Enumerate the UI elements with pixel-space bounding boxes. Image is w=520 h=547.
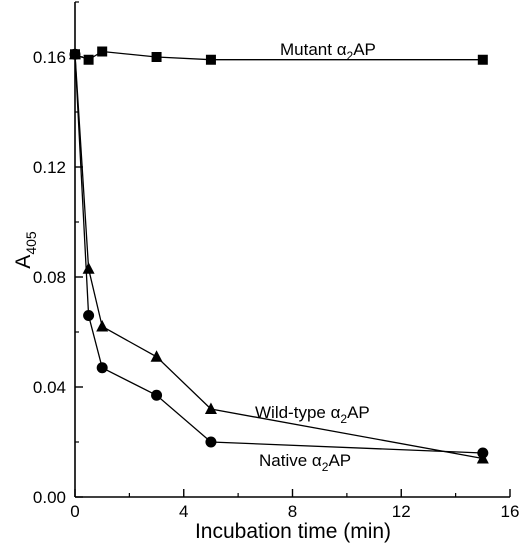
- data-point-circle: [151, 389, 163, 401]
- axes: [74, 2, 510, 498]
- data-point-square: [477, 54, 488, 65]
- series-label-suffix: AP: [328, 451, 351, 470]
- series-label-triangle: Wild-type α2AP: [255, 403, 370, 426]
- series-markers: [69, 46, 489, 464]
- y-tick-label: 0.16: [33, 48, 66, 67]
- series-label-text: Mutant α: [280, 40, 347, 59]
- y-tick-label: 0.12: [33, 158, 66, 177]
- series-line-square: [74, 50, 483, 61]
- data-point-circle: [69, 48, 81, 60]
- axis-ticks: 0 4 8 12 16 0.00 0.04 0.08 0.12 0.16: [33, 1, 520, 521]
- series-lines: [74, 50, 483, 460]
- data-point-square: [205, 54, 216, 65]
- series-label-subscript: 2: [322, 460, 329, 474]
- series-label-subscript: 2: [347, 49, 354, 63]
- data-point-square: [83, 54, 94, 65]
- x-tick-label: 0: [70, 502, 79, 521]
- series-label-suffix: AP: [353, 40, 376, 59]
- x-tick-label: 4: [179, 502, 188, 521]
- data-point-triangle: [82, 262, 95, 274]
- y-axis-title: A405: [12, 231, 39, 269]
- series-line-triangle: [74, 54, 483, 460]
- data-point-square: [97, 46, 108, 57]
- series-label-suffix: AP: [347, 403, 370, 422]
- series-label-text: Native α: [259, 451, 322, 470]
- y-axis-title-main: A: [12, 255, 35, 269]
- y-tick-label: 0.08: [33, 268, 66, 287]
- series-label-text: Wild-type α: [255, 403, 341, 422]
- data-point-circle: [477, 447, 489, 459]
- x-tick-label: 16: [501, 502, 520, 521]
- data-point-circle: [205, 436, 217, 448]
- data-point-circle: [83, 310, 95, 321]
- x-axis-title: Incubation time (min): [195, 520, 391, 543]
- series-label-square: Mutant α2AP: [280, 40, 376, 63]
- data-point-circle: [96, 362, 108, 374]
- data-point-triangle: [96, 320, 109, 332]
- x-tick-label: 12: [392, 502, 411, 521]
- data-point-triangle: [204, 402, 217, 414]
- series-label-subscript: 2: [340, 412, 347, 426]
- x-tick-label: 8: [288, 502, 297, 521]
- y-tick-label: 0.04: [33, 378, 66, 397]
- data-point-triangle: [150, 350, 163, 362]
- y-axis-title-subscript: 405: [23, 231, 39, 255]
- y-tick-label: 0.00: [33, 488, 66, 507]
- series-line-circle: [74, 54, 483, 454]
- labels: Incubation time (min) A405: [12, 231, 391, 543]
- series-label-circle: Native α2AP: [259, 451, 351, 474]
- data-point-square: [151, 52, 162, 62]
